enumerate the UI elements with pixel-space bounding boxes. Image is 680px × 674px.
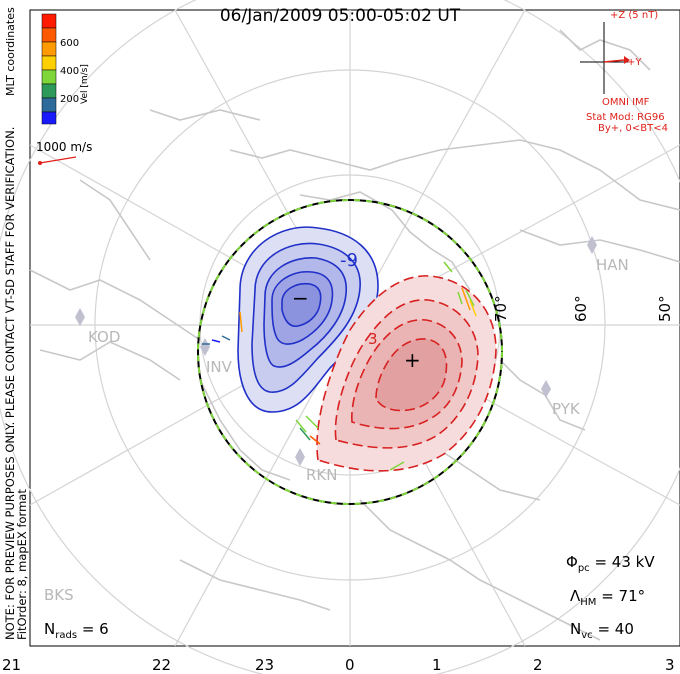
station-inv: INV bbox=[206, 358, 232, 376]
rkn-station-marker bbox=[295, 448, 305, 466]
coastlines bbox=[29, 29, 680, 641]
mlt-tick-22: 22 bbox=[152, 656, 172, 674]
heppner-maynard-boundary bbox=[197, 199, 503, 505]
mlt-tick-23: 23 bbox=[255, 656, 275, 674]
mlt-tick-3: 3 bbox=[665, 656, 675, 674]
velocity-tick-400: 400 bbox=[60, 66, 80, 77]
han-station-marker bbox=[587, 236, 597, 254]
latitude-label-50: 50° bbox=[656, 295, 674, 322]
kod-station-marker bbox=[75, 308, 85, 326]
imf-condition: By+, 0<BT<4 bbox=[598, 123, 668, 134]
positive-cell bbox=[316, 275, 497, 472]
positive-cell-maximum-marker: + bbox=[404, 348, 421, 372]
velocity-tick-600: 600 bbox=[60, 38, 80, 49]
velocity-legend-title: Vel [m/s] bbox=[80, 64, 90, 104]
vector-count: Nvc = 40 bbox=[570, 620, 634, 641]
vector-scale-label: 1000 m/s bbox=[36, 140, 93, 154]
heppner-maynard-latitude: ΛHM = 71° bbox=[570, 587, 646, 608]
mlt-tick-21: 21 bbox=[2, 656, 22, 674]
inv-station-marker bbox=[200, 338, 210, 356]
imf-source: OMNI IMF bbox=[602, 97, 650, 108]
imf-z-label: +Z (5 nT) bbox=[610, 10, 659, 21]
velocity-colorbar bbox=[41, 13, 57, 125]
radar-count: Nrads = 6 bbox=[44, 620, 109, 641]
station-han: HAN bbox=[596, 256, 629, 274]
plot-frame bbox=[29, 9, 680, 647]
imf-clock bbox=[580, 22, 630, 94]
velocity-tick-200: 200 bbox=[60, 94, 80, 105]
station-pyk: PYK bbox=[552, 400, 580, 418]
mlt-tick-1: 1 bbox=[432, 656, 442, 674]
velocity-vectors bbox=[202, 261, 477, 471]
pyk-station-marker bbox=[541, 380, 551, 398]
latitude-label-60: 60° bbox=[572, 295, 590, 322]
imf-y-label: +Y bbox=[627, 57, 642, 68]
mlt-tick-2: 2 bbox=[533, 656, 543, 674]
latitude-label-70: 70° bbox=[492, 295, 510, 322]
vector-scale bbox=[38, 156, 77, 165]
stat-model: Stat Mod: RG96 bbox=[586, 112, 665, 123]
coordinate-system-label: MLT coordinates bbox=[4, 7, 17, 96]
station-bks: BKS bbox=[44, 586, 74, 604]
cross-polar-cap-potential: Φpc = 43 kV bbox=[566, 553, 655, 574]
station-markers bbox=[75, 236, 597, 466]
fit-order-note: FitOrder: 8, mapEX format bbox=[15, 489, 29, 640]
map-title: 06/Jan/2009 05:00-05:02 UT bbox=[219, 6, 461, 26]
mlt-tick-0: 0 bbox=[345, 656, 355, 674]
contour-label-negative: -9 bbox=[340, 250, 358, 271]
station-rkn: RKN bbox=[306, 466, 338, 484]
negative-cell-minimum-marker: − bbox=[292, 286, 309, 310]
contour-label-positive: 3 bbox=[368, 330, 378, 348]
station-kod: KOD bbox=[88, 328, 121, 346]
